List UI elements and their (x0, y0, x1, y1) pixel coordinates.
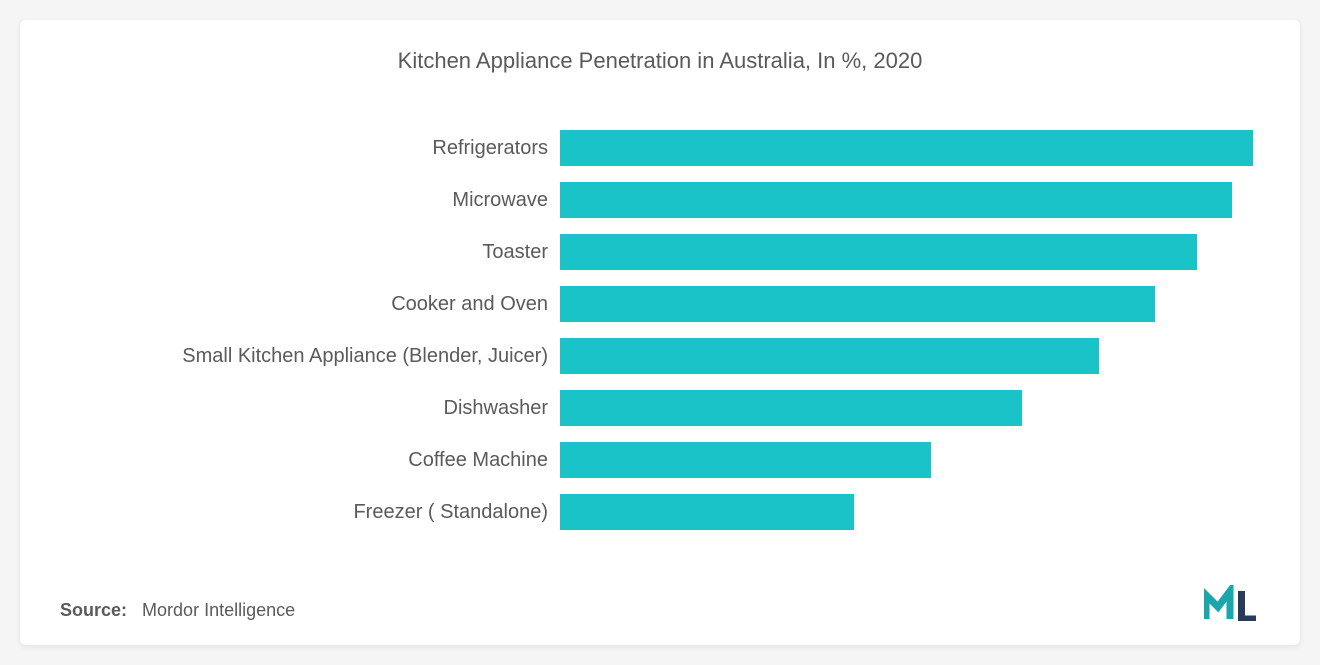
category-label: Small Kitchen Appliance (Blender, Juicer… (60, 345, 560, 368)
bar-track (560, 130, 1260, 166)
category-label: Dishwasher (60, 397, 560, 420)
chart-card: Kitchen Appliance Penetration in Austral… (20, 20, 1300, 645)
chart-area: Refrigerators Microwave Toaster Cooker a… (60, 122, 1260, 538)
source-name: Mordor Intelligence (142, 600, 295, 620)
bar (560, 494, 854, 530)
bar (560, 390, 1022, 426)
category-label: Toaster (60, 241, 560, 264)
bar (560, 286, 1155, 322)
bar-track (560, 494, 1260, 530)
bar-track (560, 338, 1260, 374)
bar-track (560, 234, 1260, 270)
bar-row: Dishwasher (60, 382, 1260, 434)
bar-track (560, 390, 1260, 426)
bar-track (560, 442, 1260, 478)
bar-track (560, 286, 1260, 322)
bar-row: Freezer ( Standalone) (60, 486, 1260, 538)
bar-row: Small Kitchen Appliance (Blender, Juicer… (60, 330, 1260, 382)
bar (560, 442, 931, 478)
category-label: Freezer ( Standalone) (60, 501, 560, 524)
bar (560, 234, 1197, 270)
brand-logo-icon (1204, 585, 1260, 621)
category-label: Refrigerators (60, 137, 560, 160)
bar (560, 338, 1099, 374)
bar (560, 130, 1253, 166)
source-prefix: Source: (60, 600, 127, 620)
category-label: Cooker and Oven (60, 293, 560, 316)
bar-row: Coffee Machine (60, 434, 1260, 486)
chart-title: Kitchen Appliance Penetration in Austral… (60, 48, 1260, 74)
source-footer: Source: Mordor Intelligence (60, 600, 295, 621)
bar-track (560, 182, 1260, 218)
bar (560, 182, 1232, 218)
bar-row: Toaster (60, 226, 1260, 278)
bar-row: Microwave (60, 174, 1260, 226)
bar-row: Refrigerators (60, 122, 1260, 174)
bar-row: Cooker and Oven (60, 278, 1260, 330)
category-label: Coffee Machine (60, 449, 560, 472)
category-label: Microwave (60, 189, 560, 212)
